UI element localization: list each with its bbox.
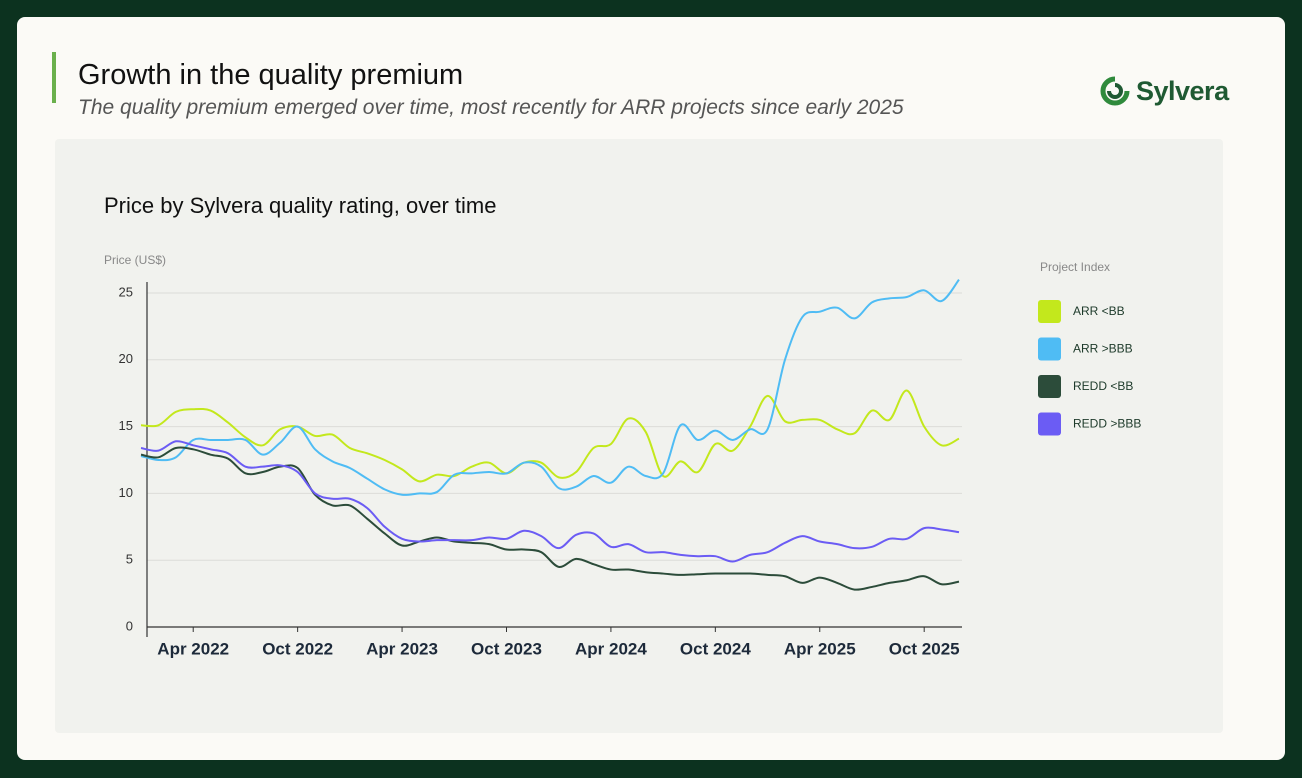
y-tick-label: 0 xyxy=(126,618,133,633)
accent-bar xyxy=(52,52,56,103)
y-tick-label: 25 xyxy=(119,284,133,299)
legend-label: ARR <BB xyxy=(1073,304,1125,318)
chart-panel xyxy=(55,139,1223,733)
page-title: Growth in the quality premium xyxy=(78,59,464,91)
x-tick-label: Apr 2022 xyxy=(157,639,229,658)
y-tick-label: 5 xyxy=(126,552,133,567)
y-axis-label: Price (US$) xyxy=(104,253,166,267)
x-tick-label: Apr 2023 xyxy=(366,639,438,658)
legend-swatch xyxy=(1038,375,1061,398)
x-tick-label: Apr 2025 xyxy=(784,639,856,658)
legend-label: ARR >BBB xyxy=(1073,342,1133,356)
logo-icon xyxy=(1100,76,1130,106)
legend-label: REDD <BB xyxy=(1073,379,1133,393)
x-tick-label: Oct 2022 xyxy=(262,639,333,658)
logo: Sylvera xyxy=(1100,71,1229,111)
legend-label: REDD >BBB xyxy=(1073,417,1141,431)
series-line xyxy=(140,440,960,563)
y-tick-label: 15 xyxy=(119,418,133,433)
x-tick-label: Oct 2024 xyxy=(680,639,751,658)
y-tick-label: 10 xyxy=(119,485,133,500)
legend-title: Project Index xyxy=(1040,260,1110,274)
series-line xyxy=(140,279,960,496)
y-tick-label: 20 xyxy=(119,351,133,366)
chart-title: Price by Sylvera quality rating, over ti… xyxy=(104,193,497,218)
x-tick-label: Oct 2023 xyxy=(471,639,542,658)
card: Growth in the quality premium The qualit… xyxy=(17,17,1285,760)
x-tick-label: Oct 2025 xyxy=(889,639,960,658)
logo-text: Sylvera xyxy=(1136,75,1229,106)
legend-swatch xyxy=(1038,337,1061,361)
legend-swatch xyxy=(1038,412,1061,436)
page-subtitle: The quality premium emerged over time, m… xyxy=(78,96,904,119)
x-tick-label: Apr 2024 xyxy=(575,639,647,658)
series-line xyxy=(140,389,960,483)
legend-swatch xyxy=(1038,300,1061,323)
series-line xyxy=(140,446,960,591)
